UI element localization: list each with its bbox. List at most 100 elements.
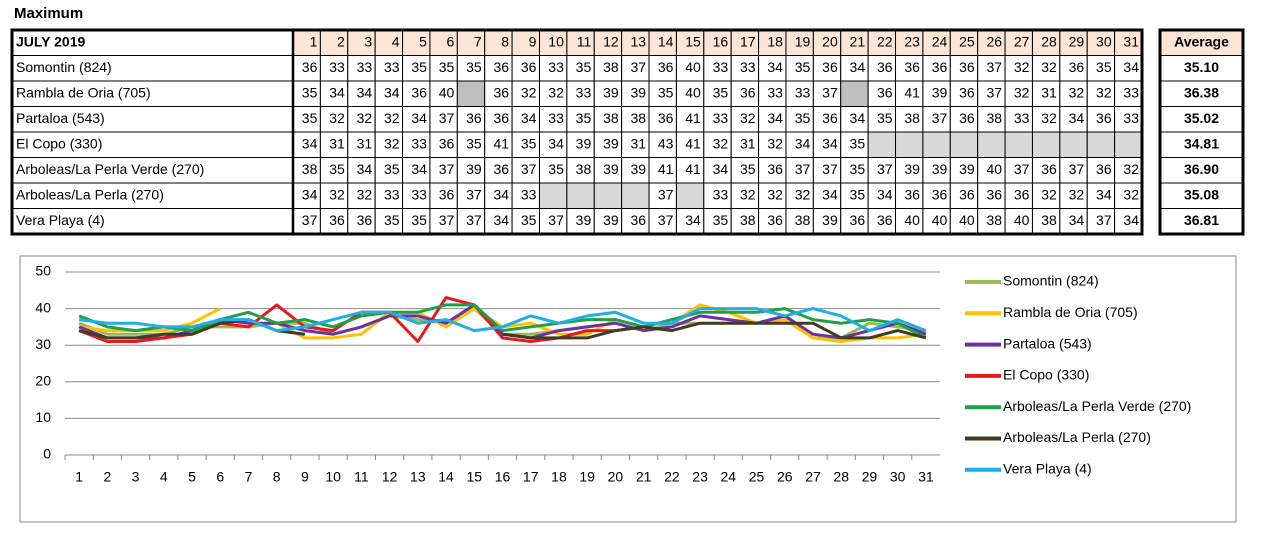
x-tick-label: 25	[749, 469, 765, 485]
cell-value: 33	[384, 186, 400, 202]
cell-value: 36	[740, 84, 756, 100]
day-header: 2	[337, 33, 345, 49]
day-header-cell	[675, 29, 705, 56]
table-header: JULY 2019	[16, 33, 85, 49]
value-cell	[977, 208, 1006, 235]
x-tick-label: 2	[103, 469, 111, 485]
cell-value: 41	[658, 161, 674, 177]
day-header: 29	[1069, 33, 1085, 49]
cell-value: 33	[795, 84, 811, 100]
cell-value: 36	[439, 186, 455, 202]
value-cell	[429, 157, 458, 184]
cell-value: 34	[1123, 212, 1139, 228]
cell-value: 32	[767, 186, 783, 202]
cell-value: 32	[767, 135, 783, 151]
station-name: Rambla de Oria (705)	[16, 84, 151, 100]
day-header-cell	[1031, 29, 1061, 56]
cell-value: 36	[1041, 161, 1057, 177]
day-header: 6	[447, 33, 455, 49]
x-tick-label: 3	[132, 469, 140, 485]
cell-value: 36	[1069, 59, 1085, 75]
cell-value: 36	[932, 59, 948, 75]
value-cell	[566, 208, 595, 235]
day-header-cell	[758, 29, 787, 56]
cell-value: 34	[877, 186, 893, 202]
x-tick-label: 26	[777, 469, 793, 485]
cell-value: 39	[959, 161, 975, 177]
value-cell	[675, 182, 705, 209]
cell-value: 35	[466, 59, 482, 75]
value-cell	[1114, 131, 1143, 158]
cell-value: 34	[411, 161, 427, 177]
y-tick-label: 20	[35, 373, 51, 389]
cell-value: 40	[932, 212, 948, 228]
average-cell	[1159, 106, 1244, 133]
cell-value: 34	[494, 212, 510, 228]
value-cell	[1004, 208, 1033, 235]
cell-value: 34	[329, 84, 345, 100]
value-cell	[484, 106, 513, 133]
value-cell	[292, 157, 321, 184]
value-cell	[511, 106, 540, 133]
value-cell	[812, 182, 842, 209]
cell-value: 40	[959, 212, 975, 228]
cell-value: 35	[576, 110, 592, 126]
cell-value: 36	[877, 59, 893, 75]
day-header: 31	[1123, 33, 1139, 49]
value-cell	[456, 182, 486, 209]
cell-value: 34	[548, 135, 564, 151]
cell-value: 34	[302, 135, 318, 151]
cell-value: 39	[630, 161, 646, 177]
cell-value: 34	[1096, 186, 1112, 202]
cell-value: 34	[850, 110, 866, 126]
cell-value: 37	[302, 212, 318, 228]
cell-value: 36	[494, 59, 510, 75]
cell-value: 36	[986, 186, 1002, 202]
value-cell	[319, 131, 349, 158]
cell-value: 39	[822, 212, 838, 228]
cell-value: 36	[1096, 110, 1112, 126]
cell-value: 35	[302, 84, 318, 100]
cell-value: 35	[877, 110, 893, 126]
value-cell	[374, 55, 404, 82]
cell-value: 36	[494, 161, 510, 177]
cell-value: 39	[603, 161, 619, 177]
cell-value: 33	[713, 110, 729, 126]
average-border	[1158, 28, 1245, 236]
cell-value: 36	[850, 212, 866, 228]
cell-value: 32	[740, 186, 756, 202]
day-header: 23	[904, 33, 920, 49]
average-value: 36.38	[1184, 84, 1219, 100]
x-tick-label: 5	[188, 469, 196, 485]
table-border	[10, 28, 1144, 236]
value-cell	[922, 131, 951, 158]
day-header: 8	[501, 33, 509, 49]
cell-value: 36	[439, 135, 455, 151]
value-cell	[867, 80, 897, 107]
x-tick-label: 30	[890, 469, 906, 485]
cell-value: 31	[630, 135, 646, 151]
cell-value: 39	[466, 161, 482, 177]
cell-value: 36	[877, 212, 893, 228]
day-header: 25	[959, 33, 975, 49]
cell-value: 37	[630, 59, 646, 75]
day-header: 24	[932, 33, 948, 49]
cell-value: 40	[1014, 212, 1030, 228]
legend-label: Vera Playa (4)	[1003, 461, 1092, 477]
day-header: 10	[548, 33, 564, 49]
value-cell	[347, 80, 376, 107]
x-tick-label: 22	[664, 469, 680, 485]
value-cell	[621, 106, 650, 133]
cell-value: 39	[603, 84, 619, 100]
x-tick-label: 29	[862, 469, 878, 485]
value-cell	[292, 131, 321, 158]
cell-value: 40	[439, 84, 455, 100]
cell-value: 32	[713, 135, 729, 151]
value-cell	[456, 80, 486, 107]
x-tick-label: 23	[692, 469, 708, 485]
cell-value: 36	[494, 84, 510, 100]
cell-value: 39	[932, 161, 948, 177]
value-cell	[977, 55, 1006, 82]
cell-value: 34	[357, 84, 373, 100]
